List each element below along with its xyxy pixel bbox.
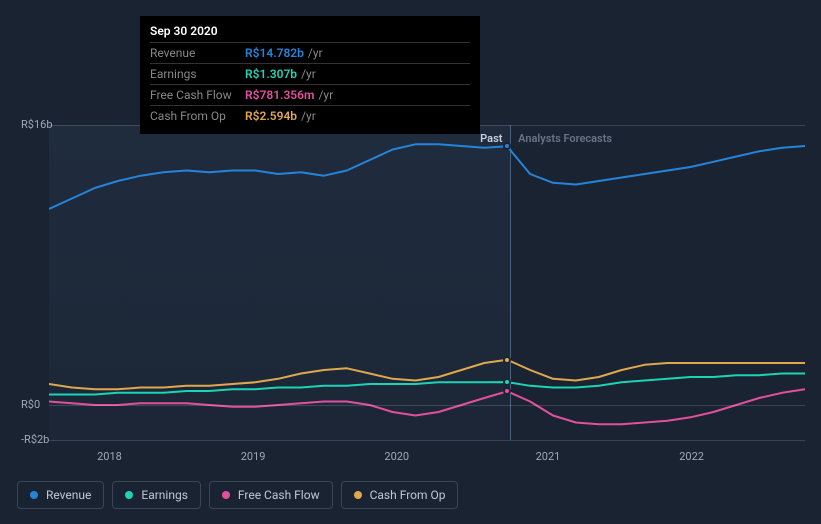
- x-axis-label: 2021: [536, 450, 561, 463]
- x-axis-label: 2022: [679, 450, 704, 463]
- tooltip-row-unit: /yr: [308, 46, 323, 60]
- legend-dot: [354, 491, 362, 499]
- tooltip: Sep 30 2020 RevenueR$14.782b/yrEarningsR…: [140, 16, 480, 134]
- x-axis-label: 2019: [241, 450, 266, 463]
- tooltip-date: Sep 30 2020: [150, 24, 470, 42]
- legend-item[interactable]: Free Cash Flow: [209, 481, 333, 509]
- chart-area: Past Analysts Forecasts R$16bR$0-R$2b 20…: [17, 120, 805, 500]
- tooltip-row: Cash From OpR$2.594b/yr: [150, 105, 470, 126]
- y-axis-label: R$0: [21, 398, 40, 411]
- series-marker: [503, 378, 511, 386]
- legend-item[interactable]: Cash From Op: [341, 481, 459, 509]
- legend: Revenue Earnings Free Cash Flow Cash From O…: [17, 481, 458, 509]
- x-axis-label: 2018: [97, 450, 122, 463]
- y-axis-label: R$16b: [21, 118, 53, 131]
- tooltip-row-label: Earnings: [150, 67, 245, 81]
- tooltip-row-label: Revenue: [150, 46, 245, 60]
- legend-label: Earnings: [141, 488, 188, 502]
- legend-dot: [30, 491, 38, 499]
- legend-label: Revenue: [46, 488, 91, 502]
- tooltip-row-unit: /yr: [318, 88, 333, 102]
- tooltip-row-value: R$2.594b: [245, 109, 297, 123]
- tooltip-row: EarningsR$1.307b/yr: [150, 63, 470, 84]
- legend-label: Cash From Op: [370, 488, 446, 502]
- gridline: [49, 405, 805, 406]
- tooltip-row-label: Free Cash Flow: [150, 88, 245, 102]
- series-line: [49, 389, 805, 424]
- chart-plot: [49, 125, 805, 440]
- tooltip-row-label: Cash From Op: [150, 109, 245, 123]
- tooltip-row: Free Cash FlowR$781.356m/yr: [150, 84, 470, 105]
- series-line: [49, 374, 805, 395]
- tooltip-row-unit: /yr: [301, 67, 316, 81]
- series-marker: [503, 356, 511, 364]
- legend-dot: [222, 491, 230, 499]
- series-marker: [503, 387, 511, 395]
- series-line: [49, 144, 805, 209]
- legend-dot: [125, 491, 133, 499]
- tooltip-row-value: R$14.782b: [245, 46, 304, 60]
- legend-label: Free Cash Flow: [238, 488, 320, 502]
- gridline: [49, 440, 805, 441]
- tooltip-row-value: R$781.356m: [245, 88, 314, 102]
- x-axis-label: 2020: [384, 450, 409, 463]
- tooltip-row: RevenueR$14.782b/yr: [150, 42, 470, 63]
- tooltip-row-value: R$1.307b: [245, 67, 297, 81]
- y-axis-label: -R$2b: [21, 433, 49, 446]
- series-line: [49, 360, 805, 390]
- tooltip-row-unit: /yr: [301, 109, 316, 123]
- legend-item[interactable]: Earnings: [112, 481, 201, 509]
- series-marker: [503, 142, 511, 150]
- legend-item[interactable]: Revenue: [17, 481, 104, 509]
